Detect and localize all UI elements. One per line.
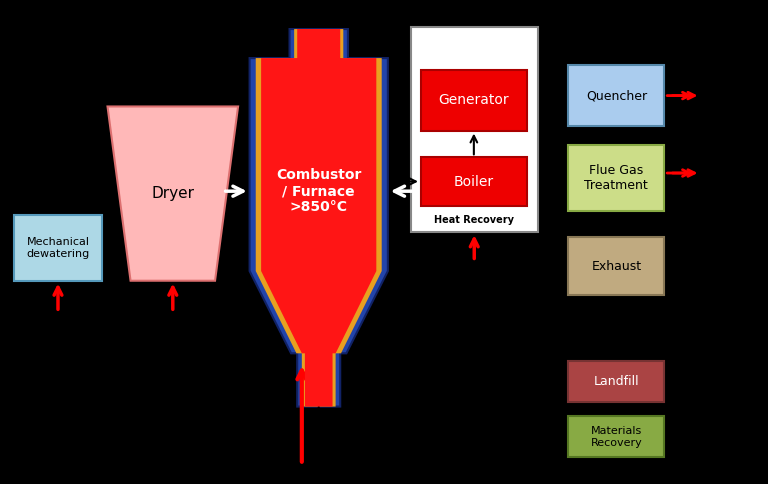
Text: Materials
Recovery: Materials Recovery [591, 426, 642, 448]
Text: Combustor
/ Furnace
>850°C: Combustor / Furnace >850°C [276, 168, 362, 214]
Bar [568, 361, 664, 402]
Bar [568, 145, 664, 211]
Polygon shape [250, 29, 388, 407]
Text: Dryer: Dryer [151, 186, 194, 201]
Bar [421, 70, 527, 131]
Text: Heat Recovery: Heat Recovery [434, 215, 515, 225]
Bar [568, 237, 664, 295]
Text: Exhaust: Exhaust [591, 260, 641, 272]
Text: Mechanical
dewatering: Mechanical dewatering [26, 237, 90, 259]
Text: Landfill: Landfill [594, 375, 639, 388]
Bar [568, 65, 664, 126]
Text: Boiler: Boiler [454, 175, 494, 188]
Polygon shape [261, 29, 376, 407]
Text: Generator: Generator [439, 93, 509, 107]
Bar [568, 416, 664, 457]
Text: Flue Gas
Treatment: Flue Gas Treatment [584, 164, 648, 192]
Bar [411, 27, 538, 232]
Polygon shape [256, 29, 382, 407]
Bar [421, 157, 527, 206]
Bar [14, 215, 102, 281]
Polygon shape [108, 106, 238, 281]
Text: Quencher: Quencher [586, 89, 647, 102]
